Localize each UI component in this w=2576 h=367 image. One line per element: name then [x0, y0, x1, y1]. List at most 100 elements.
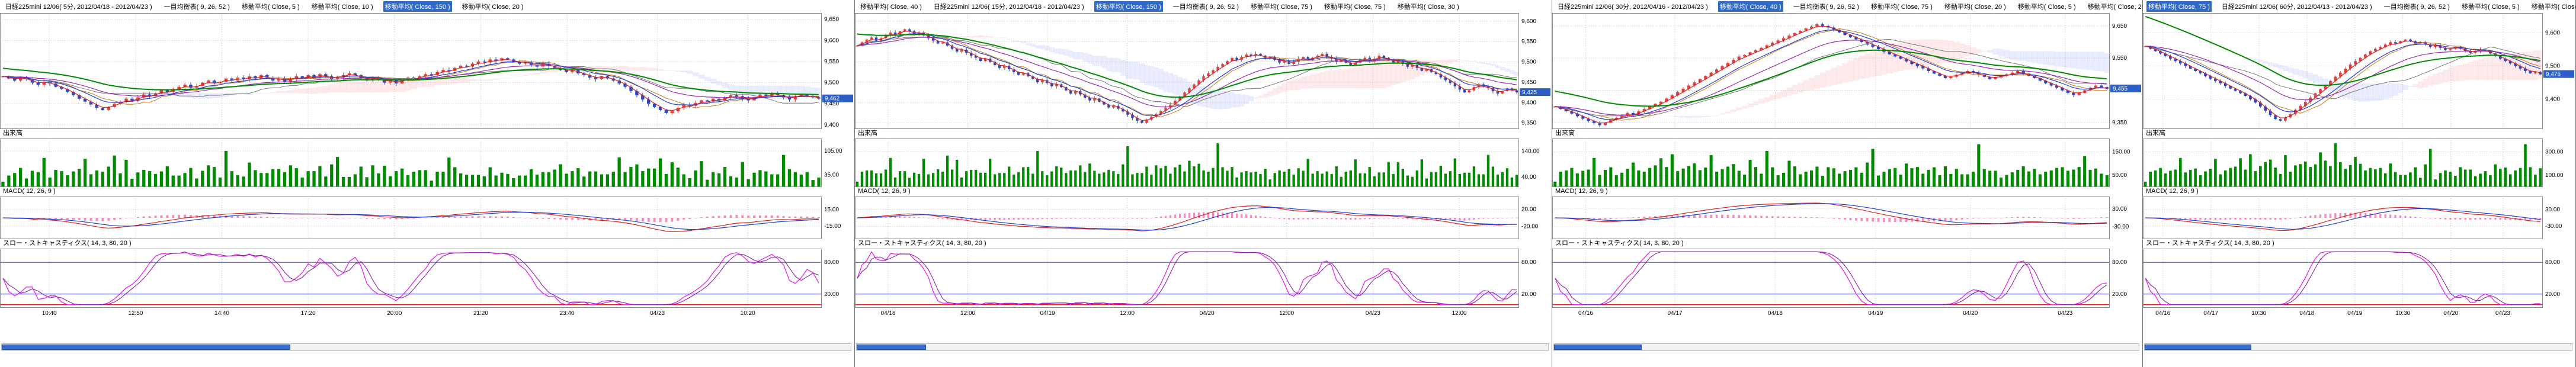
indicator-label[interactable]: 移動平均( Close, 75 ) — [2146, 1, 2212, 12]
indicator-label[interactable]: 移動平均( Close, 10 ) — [310, 1, 375, 12]
x-axis-label: 04/23 — [2495, 310, 2510, 317]
indicator-label[interactable]: 移動平均( Close, 20 ) — [1943, 1, 2008, 12]
indicator-label[interactable]: 移動平均( Close, 25 ) — [2086, 1, 2142, 12]
y-axis-label: 35.00 — [824, 172, 839, 179]
indicator-label[interactable]: 移動平均( Close, 40 ) — [1718, 1, 1783, 12]
volume-label: 出来高 — [2146, 129, 2165, 137]
indicator-label[interactable]: 移動平均( Close, 30 ) — [1396, 1, 1461, 12]
y-axis-label: 20.00 — [1521, 207, 1536, 213]
indicator-label[interactable]: 日経225mini 12/06( 5分, 2012/04/18 - 2012/0… — [4, 1, 154, 12]
x-axis-label: 10:40 — [42, 310, 57, 317]
last-price-value: 9,455 — [2113, 86, 2128, 92]
volume-bars — [856, 143, 1518, 186]
x-axis-label: 04/17 — [2203, 310, 2218, 317]
indicator-label[interactable]: 移動平均( Close, 5 ) — [240, 1, 302, 12]
indicator-label[interactable]: 移動平均( Close, 150 ) — [383, 1, 452, 12]
x-axis-label: 21:20 — [473, 310, 488, 317]
volume-label: 出来高 — [1555, 129, 1575, 137]
y-axis-label: 20.00 — [824, 291, 839, 298]
x-axis-label: 23:40 — [560, 310, 575, 317]
volume-label: 出来高 — [3, 129, 23, 137]
h-scrollbar-thumb[interactable] — [2145, 345, 2251, 350]
stochastics-chart[interactable]: 80.0020.00 — [1552, 249, 2143, 308]
chart-panel-30分: 日経225mini 12/06( 30分, 2012/04/16 - 2012/… — [1552, 0, 2143, 367]
x-axis-label: 10:30 — [2251, 310, 2266, 317]
macd-chart[interactable]: 20.00 -20.00 — [855, 197, 1552, 239]
macd-chart[interactable]: 30.00-30.00 — [2143, 197, 2576, 239]
indicator-label[interactable]: 移動平均( Close, 5 ) — [2460, 1, 2521, 12]
volume-chart[interactable]: 140.00 40.00 — [855, 139, 1552, 187]
stochastics-label: スロー・ストキャスティクス( 14, 3, 80, 20 ) — [2146, 239, 2274, 247]
stochastics-chart[interactable]: 80.0020.00 — [855, 249, 1552, 308]
indicator-label[interactable]: 一目均衡表( 9, 26, 52 ) — [162, 1, 232, 12]
y-axis-label: 20.00 — [2112, 291, 2127, 298]
price-chart[interactable]: 9,6009,5009,4009,475 — [2143, 13, 2576, 129]
y-axis-label: 9,500 — [824, 80, 839, 86]
stochastics-chart[interactable]: 80.00 20.00 — [0, 249, 855, 308]
price-chart[interactable]: 9,6509,6009,5509,5009,4509,4009,462 — [0, 13, 855, 129]
indicator-label[interactable]: 日経225mini 12/06( 15分, 2012/04/18 - 2012/… — [932, 1, 1086, 12]
h-scrollbar-thumb[interactable] — [1554, 345, 1642, 350]
y-axis-label: 9,600 — [1521, 18, 1536, 25]
y-axis-label: 80.00 — [1521, 259, 1536, 266]
y-axis-label: -30.00 — [2112, 224, 2129, 230]
volume-chart[interactable]: 300.00100.00 — [2143, 139, 2576, 187]
volume-chart[interactable]: 105.0035.00 — [0, 139, 855, 187]
y-axis-label: 80.00 — [2545, 259, 2560, 266]
y-axis-label: 100.00 — [2545, 172, 2564, 179]
indicator-label[interactable]: 日経225mini 12/06( 60分, 2012/04/13 - 2012/… — [2220, 1, 2374, 12]
indicator-label[interactable]: 移動平均( Close, 75 ) — [1249, 1, 1314, 12]
y-axis-label: 40.00 — [1521, 174, 1536, 181]
indicator-label[interactable]: 移動平均( Close, 40 ) — [858, 1, 924, 12]
indicator-label[interactable]: 日経225mini 12/06( 30分, 2012/04/16 - 2012/… — [1556, 1, 1710, 12]
x-axis-label: 12:50 — [128, 310, 143, 317]
indicator-label[interactable]: 移動平均( Close, 75 ) — [1869, 1, 1934, 12]
x-axis-label: 14:40 — [214, 310, 229, 317]
y-axis-label: 9,650 — [2112, 23, 2127, 30]
x-axis-label: 10:20 — [741, 310, 755, 317]
h-scrollbar-thumb[interactable] — [2, 345, 290, 350]
indicator-label[interactable]: 一目均衡表( 9, 26, 52 ) — [1792, 1, 1861, 12]
h-scrollbar[interactable] — [2144, 343, 2572, 351]
indicator-label[interactable]: 一目均衡表( 9, 26, 52 ) — [2382, 1, 2452, 12]
x-axis-label: 12:00 — [1279, 310, 1294, 317]
chart-panel-5分: 日経225mini 12/06( 5分, 2012/04/18 - 2012/0… — [0, 0, 855, 367]
volume-bars — [2144, 143, 2542, 186]
x-axis-label: 04/19 — [1040, 310, 1055, 317]
y-axis-label: 9,650 — [824, 17, 839, 23]
volume-chart[interactable]: 150.0050.00 — [1552, 139, 2143, 187]
indicator-label[interactable]: 移動平均( Close, 150 ) — [1094, 1, 1163, 12]
indicator-label[interactable]: 移動平均( Close, 20 ) — [2530, 1, 2575, 12]
price-chart[interactable]: 9,6009,5509,5009,4509,4009,3509,425 — [855, 13, 1552, 129]
indicator-label[interactable]: 一目均衡表( 9, 26, 52 ) — [1171, 1, 1241, 12]
stochastics-chart[interactable]: 80.0020.00 — [2143, 249, 2576, 308]
y-axis-label: 30.00 — [2545, 207, 2560, 213]
macd-label: MACD( 12, 26, 9 ) — [2146, 187, 2199, 195]
h-scrollbar[interactable] — [1553, 343, 2139, 351]
y-axis-label: 9,400 — [2545, 96, 2560, 103]
y-axis-label: 140.00 — [1521, 149, 1540, 155]
h-scrollbar-thumb[interactable] — [857, 345, 926, 350]
h-scrollbar[interactable] — [856, 343, 1549, 351]
y-axis-label: -20.00 — [1521, 223, 1539, 230]
h-scrollbar[interactable] — [1, 343, 851, 351]
panel-header: 移動平均( Close, 40 ) 日経225mini 12/06( 15分, 2… — [855, 0, 1552, 13]
x-axis-label: 04/19 — [1868, 310, 1883, 317]
price-chart[interactable]: 9,6509,5509,4509,3509,455 — [1552, 13, 2143, 129]
y-axis-label: 15.00 — [824, 207, 839, 213]
indicator-label[interactable]: 移動平均( Close, 75 ) — [1322, 1, 1388, 12]
y-axis-label: 9,500 — [1521, 59, 1536, 66]
indicator-label[interactable]: 移動平均( Close, 20 ) — [460, 1, 526, 12]
indicator-label[interactable]: 移動平均( Close, 5 ) — [2016, 1, 2078, 12]
y-axis-label: 9,550 — [824, 59, 839, 65]
macd-chart[interactable]: 15.00-15.00 — [0, 197, 855, 239]
macd-histogram — [1554, 215, 2108, 222]
x-axis-label: 04/18 — [881, 310, 896, 317]
y-axis-label: 150.00 — [2112, 149, 2130, 155]
macd-label: MACD( 12, 26, 9 ) — [1555, 187, 1608, 195]
y-axis-label: 9,550 — [1521, 38, 1536, 45]
macd-chart[interactable]: 30.00-30.00 — [1552, 197, 2143, 239]
macd-label: MACD( 12, 26, 9 ) — [858, 187, 911, 195]
y-axis-label: 9,600 — [2545, 30, 2560, 37]
y-axis-label: 80.00 — [824, 259, 839, 266]
